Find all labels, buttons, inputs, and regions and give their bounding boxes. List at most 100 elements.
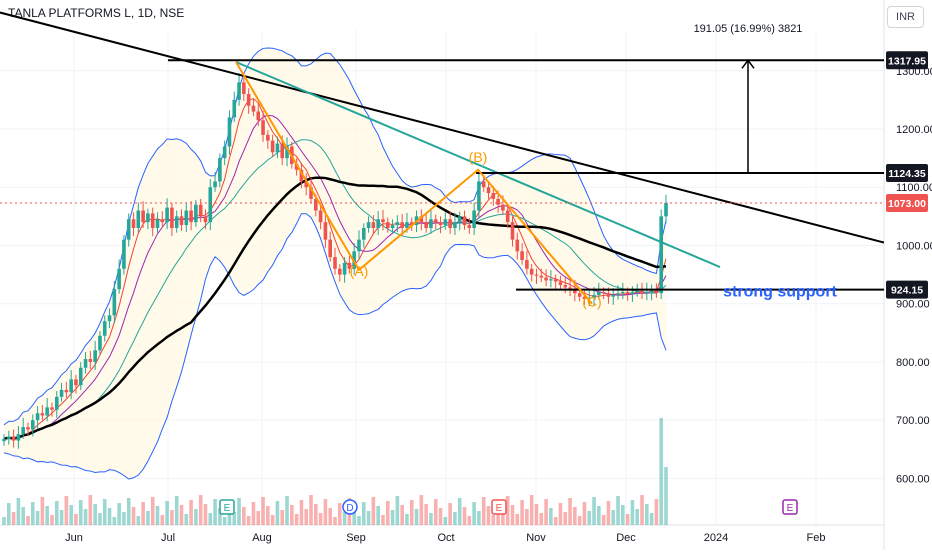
volume-bar	[275, 501, 280, 525]
volume-bar	[381, 515, 385, 525]
volume-bar	[155, 506, 160, 525]
event-marker-D: D	[342, 499, 358, 515]
volume-bar	[568, 498, 572, 525]
price-tag: 924.15	[886, 280, 928, 299]
volume-bar	[69, 505, 73, 525]
candle-body	[189, 210, 193, 223]
volume-bar	[122, 512, 126, 525]
volume-bar	[50, 515, 54, 525]
volume-bar	[587, 511, 592, 525]
volume-bar	[419, 495, 424, 525]
support-annotation: strong support	[723, 284, 837, 301]
price-axis-tick-label: 1000.00	[896, 240, 932, 252]
volume-bar	[366, 511, 371, 525]
candle-body	[438, 222, 443, 226]
candle-body	[525, 260, 529, 269]
volume-bar	[563, 512, 568, 525]
volume-bar	[74, 514, 78, 525]
volume-bar	[525, 509, 529, 525]
price-axis-tick-label: 600.00	[896, 473, 930, 485]
candle-body	[481, 181, 486, 188]
candle-body	[242, 82, 246, 95]
candle-body	[448, 219, 452, 228]
candle-body	[534, 274, 539, 276]
svg-text:E: E	[224, 503, 231, 514]
candle-body	[16, 434, 21, 441]
volume-bar	[2, 517, 6, 525]
volume-bar	[136, 516, 141, 525]
volume-bar	[337, 503, 342, 525]
candle-body	[318, 210, 323, 223]
volume-bar	[529, 495, 534, 525]
volume-bar	[400, 505, 404, 525]
candle-body	[395, 222, 400, 226]
candle-body	[74, 379, 78, 386]
time-axis-tick-label: Aug	[252, 532, 272, 544]
currency-button[interactable]: INR	[887, 6, 924, 28]
volume-bar	[323, 499, 328, 525]
volume-bar	[376, 506, 380, 525]
time-axis-tick-label: Nov	[526, 532, 546, 544]
time-axis-tick-label: Jun	[65, 532, 83, 544]
candle-body	[160, 219, 165, 223]
candle-body	[510, 222, 515, 240]
measure-arrow-head	[741, 59, 755, 69]
volume-bar	[102, 499, 107, 525]
volume-bar	[515, 514, 520, 525]
volume-bar	[83, 509, 88, 525]
candle-body	[102, 321, 107, 336]
volume-bar	[409, 500, 414, 525]
candle-body	[621, 292, 625, 294]
volume-bar	[453, 512, 457, 525]
candle-body	[98, 335, 102, 351]
candle-body	[50, 407, 54, 410]
volume-bar	[146, 511, 150, 525]
descending-resistance	[0, 11, 885, 244]
event-marker-E: E	[782, 499, 798, 515]
volume-bar	[16, 498, 21, 525]
candle-body	[529, 268, 534, 275]
volume-bar	[232, 512, 237, 525]
volume-bar	[539, 513, 544, 525]
candle-body	[573, 289, 577, 294]
volume-bar	[625, 514, 630, 525]
candle-body	[69, 379, 73, 393]
candle-body	[232, 99, 237, 118]
volume-bar	[472, 502, 476, 525]
volume-bar	[486, 506, 491, 525]
candle-body	[117, 268, 121, 290]
volume-bar	[222, 517, 227, 525]
candle-body	[237, 82, 241, 100]
price-tag: 1124.35	[886, 164, 928, 183]
volume-bar	[98, 513, 102, 525]
volume-bar	[198, 495, 203, 525]
candle-body	[328, 239, 333, 258]
candle-body	[405, 222, 409, 228]
candle-body	[208, 187, 213, 223]
volume-bar	[481, 497, 486, 525]
candle-body	[184, 210, 189, 226]
event-marker-E: E	[219, 499, 235, 515]
candle-body	[122, 239, 126, 269]
candle-body	[385, 222, 390, 228]
elliott-wave-path	[235, 61, 593, 305]
candle-body	[6, 436, 11, 439]
volume-bar	[174, 496, 179, 525]
candle-body	[333, 257, 337, 269]
volume-bar	[573, 507, 577, 525]
candle-body	[630, 292, 635, 294]
candle-body	[496, 198, 500, 205]
candle-body	[342, 262, 347, 275]
volume-bar	[26, 516, 30, 525]
volume-bar	[549, 508, 553, 525]
volume-bar	[635, 509, 640, 525]
candle-body	[179, 216, 184, 226]
svg-text:E: E	[787, 503, 794, 514]
candle-body	[577, 293, 582, 297]
volume-bar	[141, 502, 145, 525]
candle-body	[2, 438, 6, 442]
volume-bar	[270, 515, 275, 525]
candle-body	[227, 117, 232, 147]
